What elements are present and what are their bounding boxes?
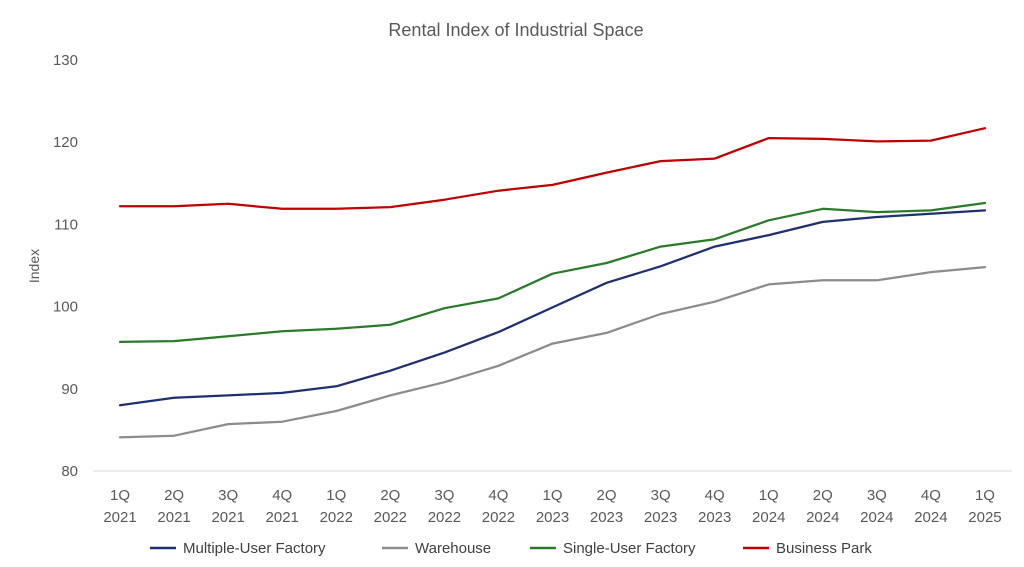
- x-tick-quarter: 4Q: [921, 487, 941, 504]
- x-tick-quarter: 2Q: [597, 487, 617, 504]
- x-tick-quarter: 3Q: [434, 487, 454, 504]
- y-tick-label: 80: [61, 463, 78, 480]
- x-tick-quarter: 2Q: [164, 487, 184, 504]
- x-tick-year: 2022: [482, 509, 515, 526]
- legend-item: Business Park: [743, 540, 872, 557]
- x-tick-year: 2024: [860, 509, 893, 526]
- series-line-warehouse: [118, 265, 987, 439]
- series-lines: [118, 127, 987, 439]
- x-tick-quarter: 3Q: [651, 487, 671, 504]
- x-tick-year: 2024: [914, 509, 947, 526]
- x-tick-year: 2023: [698, 509, 731, 526]
- x-tick-year: 2023: [536, 509, 569, 526]
- x-tick-year: 2025: [968, 509, 1001, 526]
- x-tick-quarter: 3Q: [218, 487, 238, 504]
- series-line-business-park: [118, 127, 987, 210]
- x-tick-year: 2023: [590, 509, 623, 526]
- y-tick-label: 110: [54, 216, 78, 233]
- x-tick-year: 2021: [157, 509, 190, 526]
- legend-label: Business Park: [776, 540, 872, 557]
- x-tick-quarter: 4Q: [705, 487, 725, 504]
- series-line-single-user-factory: [118, 201, 987, 344]
- legend-label: Warehouse: [415, 540, 491, 557]
- x-tick-quarter: 1Q: [975, 487, 995, 504]
- x-tick-quarter: 1Q: [542, 487, 562, 504]
- x-tick-quarter: 2Q: [813, 487, 833, 504]
- x-tick-year: 2021: [103, 509, 136, 526]
- y-axis-label: Index: [26, 249, 42, 283]
- x-tick-year: 2024: [752, 509, 785, 526]
- x-tick-quarter: 2Q: [380, 487, 400, 504]
- x-tick-year: 2022: [428, 509, 461, 526]
- x-tick-year: 2021: [266, 509, 299, 526]
- x-tick-year: 2021: [211, 509, 244, 526]
- legend-item: Warehouse: [382, 540, 491, 557]
- y-tick-label: 100: [53, 299, 78, 316]
- x-tick-year: 2022: [320, 509, 353, 526]
- x-axis-ticks: 1Q 2021 2Q 2021 3Q 2021 4Q 2021 1Q 2022 2Q 2022 3Q 20…: [103, 487, 1001, 526]
- x-tick-year: 2022: [374, 509, 407, 526]
- y-tick-label: 130: [53, 52, 78, 69]
- chart-title: Rental Index of Industrial Space: [388, 20, 643, 40]
- legend-item: Single-User Factory: [530, 540, 696, 557]
- x-tick-quarter: 1Q: [110, 487, 130, 504]
- legend-label: Multiple-User Factory: [183, 540, 326, 557]
- x-tick-quarter: 4Q: [488, 487, 508, 504]
- y-tick-label: 90: [61, 381, 78, 398]
- series-line-multiple-user-factory: [118, 209, 987, 407]
- y-axis-ticks: 80 90 100 110 120 130: [53, 52, 78, 480]
- x-tick-quarter: 3Q: [867, 487, 887, 504]
- x-tick-quarter: 1Q: [759, 487, 779, 504]
- x-tick-quarter: 4Q: [272, 487, 292, 504]
- x-tick-year: 2023: [644, 509, 677, 526]
- x-tick-year: 2024: [806, 509, 839, 526]
- x-tick-quarter: 1Q: [326, 487, 346, 504]
- legend: Multiple-User Factory Warehouse Single-Use…: [150, 540, 872, 557]
- legend-item: Multiple-User Factory: [150, 540, 326, 557]
- y-tick-label: 120: [53, 134, 78, 151]
- legend-label: Single-User Factory: [563, 540, 696, 557]
